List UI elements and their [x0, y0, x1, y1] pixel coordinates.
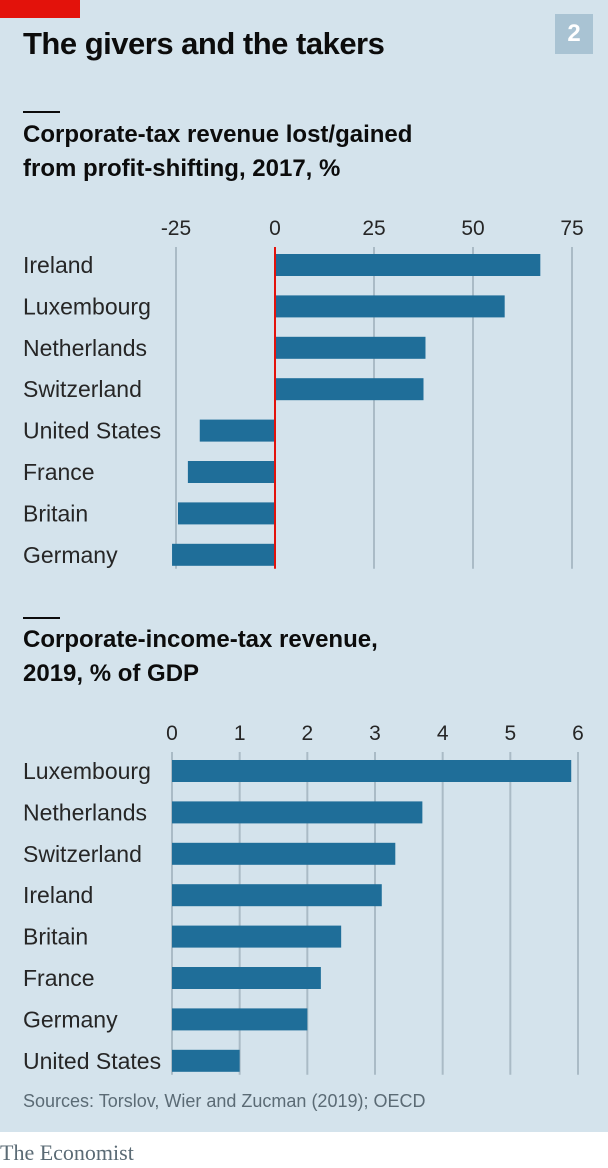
chart-1-tick-label: 25	[362, 217, 385, 240]
chart-2-tick-label: 0	[166, 722, 178, 745]
chart-2-bar-ireland	[172, 884, 382, 907]
chart-2-category-label: France	[23, 965, 95, 991]
chart-2-tick-label: 3	[369, 722, 381, 745]
chart-2-tick-label: 2	[301, 722, 313, 745]
chart-1-category-label: Germany	[23, 542, 118, 568]
chart-1-bar-france	[187, 461, 275, 483]
profit-shifting-bar-chart: -25 0 25 50 75 Ireland Luxembourg Netherlands Sw…	[23, 217, 584, 569]
chart-1-bar-germany	[172, 543, 275, 566]
chart-1-category-label: United States	[23, 418, 161, 444]
chart-2-bar-netherlands	[172, 801, 423, 824]
chart-2-category-label: Ireland	[23, 882, 93, 908]
chart-1-category-label: Ireland	[23, 252, 93, 278]
chart-2-tick-label: 4	[437, 722, 449, 745]
chart-2-bar-britain	[172, 925, 342, 948]
chart-1-bar-netherlands	[275, 336, 426, 359]
chart-1-category-label: Switzerland	[23, 376, 142, 402]
chart-1-category-label: Netherlands	[23, 335, 147, 361]
chart-2-title-rule	[23, 617, 60, 619]
chart-2-category-label: Netherlands	[23, 799, 147, 825]
chart-2-category-label: Switzerland	[23, 841, 142, 867]
chart-1-bar-ireland	[275, 254, 541, 276]
chart-2-tick-label: 1	[234, 722, 246, 745]
chart-number-badge: 2	[555, 14, 593, 54]
chart-1-bar-united-states	[199, 419, 275, 442]
chart-2-title-line-2: 2019, % of GDP	[23, 660, 200, 687]
page-title: The givers and the takers	[23, 26, 385, 61]
chart-panel: The givers and the takers 2 Corporate-ta…	[0, 0, 608, 1132]
chart-1-category-label: Luxembourg	[23, 293, 151, 319]
chart-2-category-label: Britain	[23, 924, 88, 950]
chart-2-bar-germany	[172, 1008, 308, 1031]
chart-1-bar-luxembourg	[275, 295, 505, 318]
chart-2-category-label: Germany	[23, 1006, 118, 1032]
chart-2-bar-france	[172, 967, 321, 989]
tax-revenue-bar-chart: 0 1 2 3 4 5 6 Luxembourg Netherlands Switzerland I…	[23, 722, 584, 1075]
chart-1-category-label: Britain	[23, 500, 88, 526]
chart-2-bar-switzerland	[172, 842, 396, 865]
chart-2-bar-luxembourg	[172, 760, 572, 782]
chart-2-title: Corporate-income-tax revenue, 2019, % of…	[23, 623, 378, 691]
chart-1-bar-britain	[177, 502, 275, 525]
chart-1-title-line-1: Corporate-tax revenue lost/gained	[23, 121, 413, 148]
chart-1-tick-label: 50	[461, 217, 484, 240]
chart-1-title-line-2: from profit-shifting, 2017, %	[23, 155, 341, 182]
publisher-logo: The Economist	[0, 1140, 134, 1165]
chart-2-tick-label: 6	[572, 722, 584, 745]
chart-1-category-label: France	[23, 459, 95, 485]
chart-2-bar-united-states	[172, 1049, 240, 1072]
chart-2-title-line-1: Corporate-income-tax revenue,	[23, 626, 378, 653]
chart-1-title-rule	[23, 111, 60, 113]
chart-1-tick-label: 75	[560, 217, 583, 240]
chart-1-tick-label: 0	[269, 217, 281, 240]
chart-1-bar-switzerland	[275, 378, 424, 401]
chart-2-tick-label: 5	[504, 722, 516, 745]
source-note: Sources: Torslov, Wier and Zucman (2019)…	[23, 1091, 426, 1111]
chart-2-category-label: United States	[23, 1048, 161, 1074]
chart-2-category-label: Luxembourg	[23, 758, 151, 784]
red-accent-tag	[0, 0, 80, 18]
chart-1-tick-label: -25	[161, 217, 191, 240]
chart-1-title: Corporate-tax revenue lost/gained from p…	[23, 118, 412, 186]
